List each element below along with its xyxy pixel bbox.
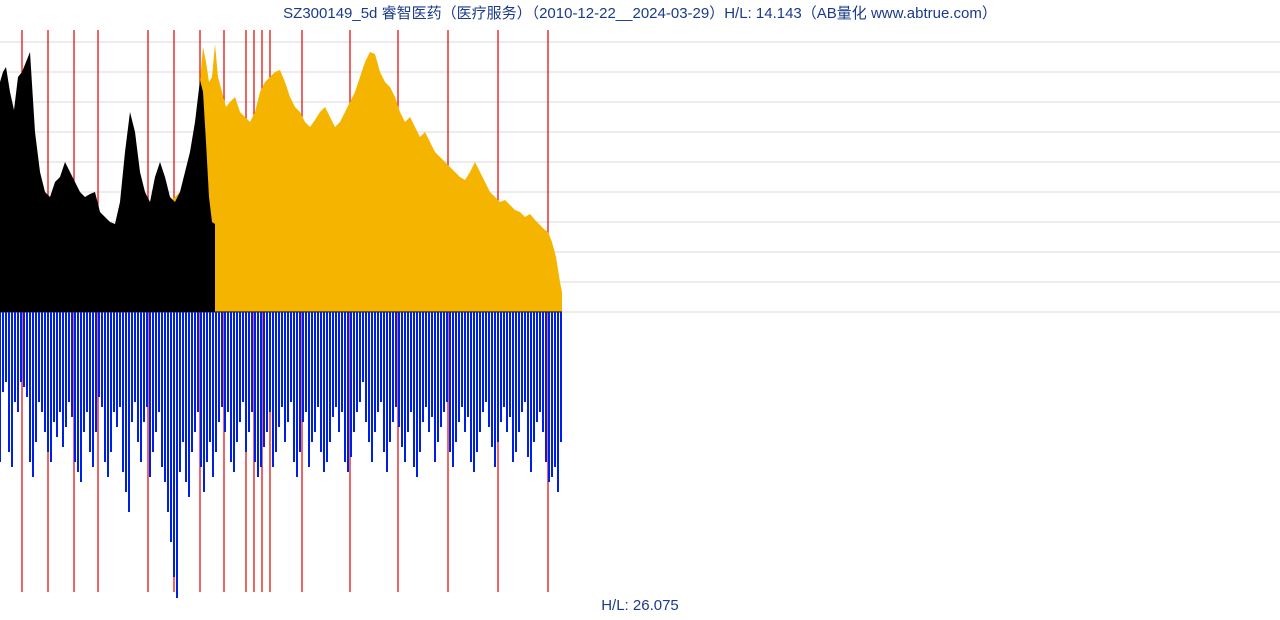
chart-title: SZ300149_5d 睿智医药（医疗服务）（2010-12-22__2024-… xyxy=(0,2,1280,23)
bottom-ratio-label: H/L: 26.075 xyxy=(0,597,1280,614)
chart-svg xyxy=(0,22,1280,598)
chart-canvas xyxy=(0,22,1280,598)
